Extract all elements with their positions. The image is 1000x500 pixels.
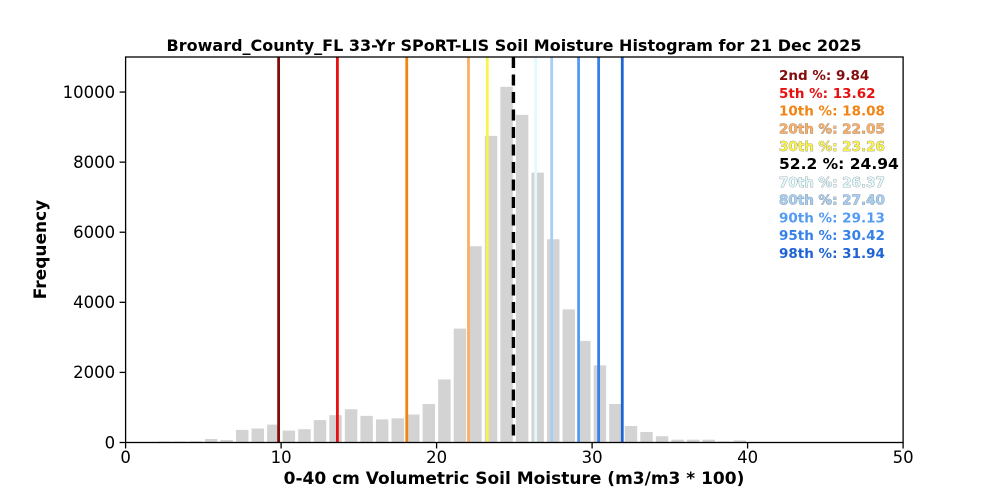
histogram-bar <box>733 440 747 443</box>
x-tick-label: 50 <box>893 448 914 467</box>
legend-entry-p02: 2nd %: 9.84 <box>779 68 869 84</box>
histogram-bar <box>313 420 327 443</box>
histogram-bar <box>655 436 669 443</box>
histogram-bar <box>236 429 249 443</box>
legend-entry-p95: 95th %: 30.42 <box>779 228 885 244</box>
legend-entry-p52: 52.2 %: 24.94 <box>779 155 899 173</box>
y-tick-label: 10000 <box>63 83 116 102</box>
y-axis-label: Frequency <box>31 200 51 300</box>
x-tick-label: 40 <box>737 448 758 467</box>
histogram-bar <box>609 403 622 443</box>
histogram-bar <box>671 439 684 443</box>
histogram-bar <box>360 415 373 443</box>
histogram-bar <box>515 114 529 443</box>
y-tick-label: 0 <box>105 433 116 452</box>
axes-layer <box>124 56 904 444</box>
histogram-bar <box>329 415 342 443</box>
histogram-bar <box>375 419 389 443</box>
histogram-bar <box>407 414 420 443</box>
histogram-bar <box>251 428 264 443</box>
tick-labels-layer: 0 10 20 30 40 50 0 2000 4000 6000 8000 10000 <box>63 83 914 467</box>
histogram-bar <box>562 309 575 443</box>
legend-entry-p80: 80th %: 27.40 <box>779 193 885 209</box>
histogram-bar <box>702 439 715 443</box>
x-tick-label: 0 <box>120 448 131 467</box>
histogram-bar <box>686 439 700 443</box>
histogram-bar <box>204 438 218 443</box>
histogram-bar <box>531 172 544 443</box>
histogram-bar <box>500 86 513 443</box>
histogram-bar <box>298 429 311 443</box>
legend-entry-p70: 70th %: 26.37 <box>779 175 885 191</box>
chart-title: Broward_County_FL 33-Yr SPoRT-LIS Soil M… <box>167 36 862 55</box>
histogram-bar <box>344 409 358 443</box>
histogram-bar <box>422 403 436 443</box>
histogram-bar <box>267 424 280 443</box>
legend-entry-p30: 30th %: 23.26 <box>779 139 885 155</box>
percentile-legend: 2nd %: 9.84 5th %: 13.62 10th %: 18.0820th… <box>779 68 899 262</box>
axes-frame <box>124 56 904 444</box>
x-axis-label: 0-40 cm Volumetric Soil Moisture (m3/m3 … <box>284 469 745 489</box>
histogram-bar <box>282 430 296 443</box>
histogram-bar <box>547 239 560 443</box>
legend-entry-p98: 98th %: 31.94 <box>779 246 885 262</box>
y-tick-label: 8000 <box>73 153 115 172</box>
legend-entry-p10: 10th %: 18.08 <box>779 104 885 120</box>
x-tick-label: 20 <box>426 448 447 467</box>
y-tick-label: 4000 <box>73 293 115 312</box>
y-tick-label: 6000 <box>73 223 115 242</box>
y-tick-label: 2000 <box>73 363 115 382</box>
histogram-bar <box>640 431 653 443</box>
histogram-bar <box>220 440 233 443</box>
x-tick-label: 10 <box>271 448 292 467</box>
percentile-lines-layer <box>277 57 624 443</box>
histogram-bars-layer <box>158 86 747 443</box>
legend-entry-p90: 90th %: 29.13 <box>779 210 885 226</box>
legend-entry-p20: 20th %: 22.05 <box>779 121 885 137</box>
histogram-bar <box>578 340 591 443</box>
x-tick-label: 30 <box>582 448 603 467</box>
histogram-bar <box>438 379 451 443</box>
legend-entry-p05: 5th %: 13.62 <box>779 86 875 102</box>
histogram-bar <box>453 328 467 443</box>
histogram-bar <box>469 246 482 443</box>
histogram-bar <box>391 418 404 443</box>
histogram-bar <box>624 426 638 443</box>
